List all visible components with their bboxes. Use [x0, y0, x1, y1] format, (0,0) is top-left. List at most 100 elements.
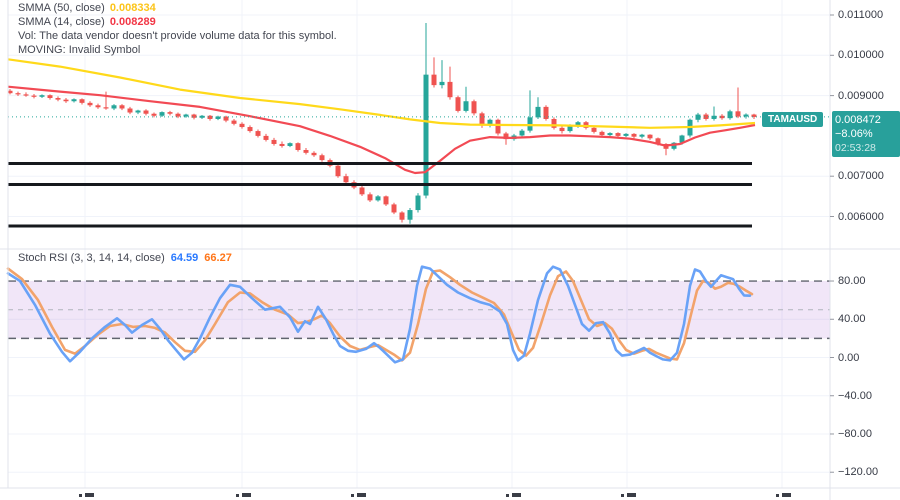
- candle: [495, 119, 501, 134]
- candle: [567, 125, 573, 132]
- candle: [183, 114, 189, 117]
- candle: [215, 116, 221, 119]
- candle: [223, 116, 229, 121]
- candle: [559, 127, 565, 132]
- stoch-axis-label: 40.00: [838, 313, 866, 326]
- candle: [231, 120, 237, 124]
- stoch-axis-label: −120.00: [838, 466, 879, 479]
- candle: [207, 115, 213, 119]
- candle: [319, 155, 325, 161]
- candle: [463, 101, 469, 111]
- legend-row-smma50[interactable]: SMMA (50, close) 0.008334: [18, 1, 337, 15]
- legend-label: Vol: The data vendor doesn't provide vol…: [18, 30, 337, 42]
- time-axis-mark[interactable]: [512, 493, 521, 497]
- stoch-rsi-pane[interactable]: [6, 265, 830, 364]
- candle: [431, 74, 437, 86]
- candle: [383, 196, 389, 205]
- candle: [423, 74, 429, 196]
- candle: [519, 130, 525, 136]
- symbol-price-label: TAMAUSD: [762, 112, 824, 127]
- stoch-d-line: [6, 267, 754, 362]
- price-axis-label: 0.009000: [838, 89, 884, 102]
- candle: [143, 110, 149, 114]
- time-axis-mark[interactable]: [236, 494, 239, 497]
- time-axis-mark[interactable]: [776, 494, 779, 497]
- candle: [727, 111, 733, 119]
- time-axis-mark[interactable]: [621, 494, 624, 497]
- smma14-line: [7, 85, 756, 175]
- candle: [703, 114, 709, 119]
- candle: [127, 108, 133, 113]
- stoch-rsi-legend[interactable]: Stoch RSI (3, 3, 14, 14, close) 64.59 66.2…: [18, 252, 232, 264]
- legend-row-moving[interactable]: MOVING: Invalid Symbol: [18, 43, 337, 57]
- legend-row-volume[interactable]: Vol: The data vendor doesn't provide vol…: [18, 29, 337, 43]
- legend-row-smma14[interactable]: SMMA (14, close) 0.008289: [18, 15, 337, 29]
- candle: [311, 152, 317, 156]
- candle: [151, 113, 157, 116]
- candle: [415, 195, 421, 211]
- candle: [575, 122, 581, 126]
- candle: [455, 97, 461, 111]
- candle: [375, 196, 381, 201]
- candle: [655, 138, 661, 144]
- candle: [711, 115, 717, 119]
- stoch-k-value: 64.59: [170, 252, 199, 264]
- candle: [647, 134, 653, 139]
- candle: [503, 133, 509, 140]
- candle: [303, 150, 309, 153]
- last-price: 0.008472: [835, 114, 881, 126]
- candle: [63, 99, 69, 102]
- candle: [391, 204, 397, 213]
- candle: [535, 106, 541, 118]
- time-axis-mark[interactable]: [79, 494, 82, 497]
- candle: [295, 143, 301, 151]
- candle: [439, 81, 445, 86]
- candle: [607, 133, 613, 136]
- candle: [175, 113, 181, 117]
- stoch-axis-label: 80.00: [838, 275, 866, 288]
- time-axis-mark[interactable]: [506, 494, 509, 497]
- candle: [751, 114, 757, 117]
- candle: [71, 99, 77, 102]
- candle: [167, 112, 173, 114]
- candle: [239, 123, 245, 128]
- candle: [639, 134, 645, 137]
- candle: [199, 115, 205, 118]
- candle: [623, 133, 629, 136]
- candle: [615, 133, 621, 136]
- candle: [279, 143, 285, 146]
- time-axis-mark[interactable]: [351, 494, 354, 497]
- candle: [111, 105, 117, 109]
- time-axis-mark[interactable]: [85, 493, 94, 497]
- candle: [7, 90, 13, 94]
- candle: [631, 133, 637, 137]
- candle: [15, 93, 21, 95]
- price-axis-label: 0.006000: [838, 210, 884, 223]
- candle: [135, 110, 141, 113]
- time-axis-mark[interactable]: [782, 493, 791, 497]
- candle: [287, 143, 293, 146]
- time-axis-mark[interactable]: [242, 493, 251, 497]
- candle: [527, 117, 533, 131]
- candle: [399, 212, 405, 220]
- last-price-badge: 0.008472 −8.06% 02:53:28: [832, 111, 900, 157]
- candle: [487, 119, 493, 126]
- indicator-legend: SMMA (50, close) 0.008334 SMMA (14, close…: [18, 1, 337, 57]
- bar-countdown: 02:53:28: [835, 142, 876, 154]
- time-axis-mark[interactable]: [357, 493, 366, 497]
- stoch-axis-label: −40.00: [838, 389, 872, 402]
- legend-label: MOVING: Invalid Symbol: [18, 44, 141, 56]
- candle: [39, 95, 45, 97]
- candle: [591, 127, 597, 132]
- stoch-k-line: [6, 265, 752, 364]
- candlestick-series[interactable]: [7, 23, 757, 224]
- candle: [359, 187, 365, 195]
- time-axis-mark[interactable]: [627, 493, 636, 497]
- candle: [407, 210, 413, 220]
- candle: [743, 114, 749, 117]
- candle: [479, 113, 485, 126]
- candle: [719, 115, 725, 119]
- candle: [343, 176, 349, 183]
